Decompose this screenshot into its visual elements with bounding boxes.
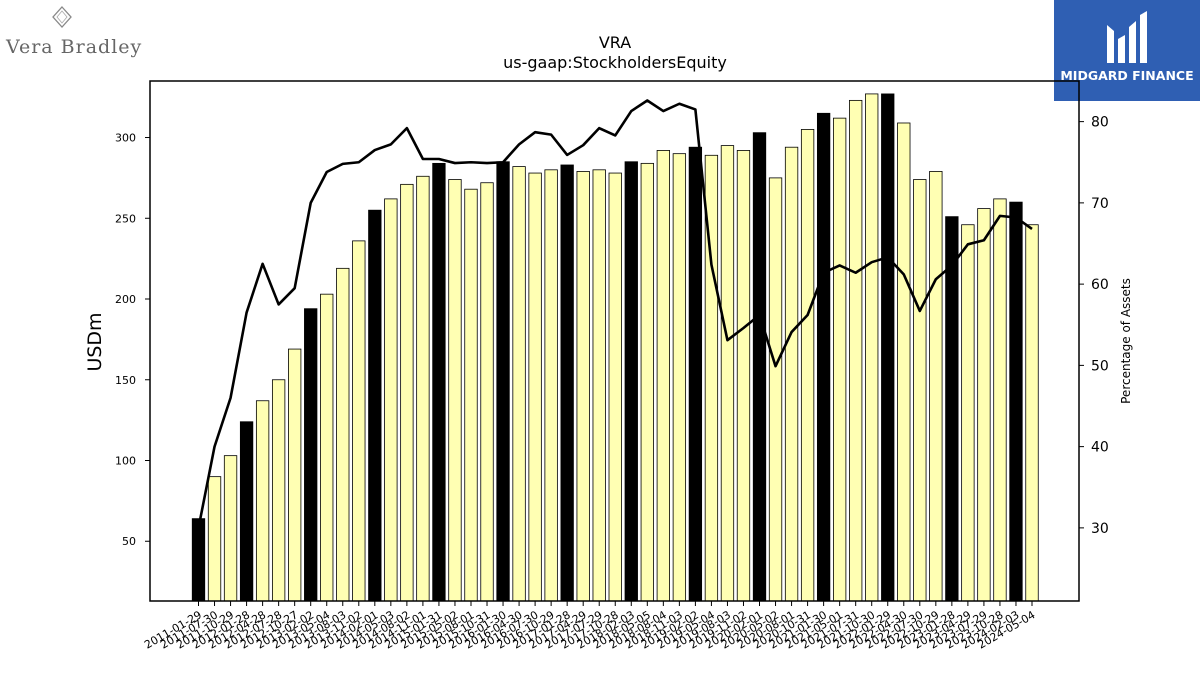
vera-bradley-logo: Vera Bradley [0, 0, 141, 70]
bar [993, 198, 1007, 602]
y2-tick-label: 50 [1091, 358, 1109, 374]
bar [608, 172, 622, 602]
line-series [197, 99, 1033, 529]
bar [368, 209, 382, 602]
y2-axis: 30 40 50 60 70 80 [1079, 115, 1109, 537]
bar [320, 293, 334, 602]
bar [656, 150, 670, 602]
bar [304, 308, 318, 602]
y-axis: 50 100 150 200 250 300 [115, 132, 150, 548]
bar [672, 153, 687, 602]
bar [207, 476, 222, 602]
y2-tick-label: 40 [1091, 440, 1109, 456]
bar [191, 518, 206, 602]
midgard-emblem-icon [1107, 11, 1147, 63]
bar [640, 162, 654, 602]
x-axis: 2011-01-292011-07-302011-10-292012-01-28… [142, 601, 1038, 652]
bar [384, 198, 398, 602]
series-line [197, 99, 1033, 529]
bar [768, 177, 783, 602]
bar [1009, 201, 1023, 602]
y-axis-label: USDm [84, 312, 106, 371]
bar [544, 169, 558, 602]
bar [271, 379, 286, 602]
bar [576, 171, 590, 602]
bar [416, 175, 430, 602]
y2-tick-label: 80 [1091, 115, 1109, 131]
bar [961, 224, 975, 602]
bar [512, 166, 526, 602]
bar [223, 455, 238, 602]
bar [816, 112, 831, 602]
bar [784, 146, 799, 602]
bar [496, 161, 510, 602]
bar [336, 267, 350, 602]
bar [592, 169, 606, 602]
bar [752, 132, 767, 602]
bar [480, 182, 494, 602]
bar [800, 129, 815, 602]
bar [400, 183, 414, 602]
bar [432, 162, 446, 602]
plot-frame [149, 80, 1080, 602]
bar [945, 216, 959, 602]
bar [352, 240, 366, 602]
y2-tick-label: 30 [1091, 521, 1109, 537]
bar [688, 146, 703, 602]
y-tick-label: 300 [115, 132, 136, 145]
bar [560, 164, 574, 602]
bar [849, 99, 863, 602]
y2-tick-label: 60 [1091, 277, 1109, 293]
bar [913, 179, 927, 602]
bar [464, 188, 478, 602]
y-tick-label: 100 [115, 455, 136, 468]
y-tick-label: 200 [115, 293, 136, 306]
y2-tick-label: 70 [1091, 196, 1109, 212]
bar [865, 93, 879, 602]
bar [929, 171, 943, 602]
bar [448, 179, 462, 602]
midgard-finance-wordmark: MIDGARD FINANCE [1060, 68, 1194, 83]
bar [720, 145, 735, 602]
bar [897, 122, 911, 602]
bar [833, 117, 847, 602]
bar [1025, 224, 1039, 602]
chart-title: VRA [599, 33, 631, 52]
bar-series [191, 93, 1039, 602]
bar [528, 172, 542, 602]
y-tick-label: 250 [115, 212, 136, 225]
y-tick-label: 150 [115, 374, 136, 387]
bar [881, 93, 895, 602]
y-tick-label: 50 [122, 535, 136, 548]
bar [239, 421, 254, 602]
diamond-emblem-icon [52, 6, 72, 28]
vera-bradley-wordmark: Vera Bradley [6, 36, 143, 58]
y2-axis-label: Percentage of Assets [1119, 278, 1133, 404]
chart-subtitle: us-gaap:StockholdersEquity [503, 53, 727, 72]
bar [736, 150, 751, 602]
bar [977, 208, 991, 602]
bar [288, 348, 302, 602]
bar [624, 161, 638, 602]
bar [255, 400, 270, 602]
